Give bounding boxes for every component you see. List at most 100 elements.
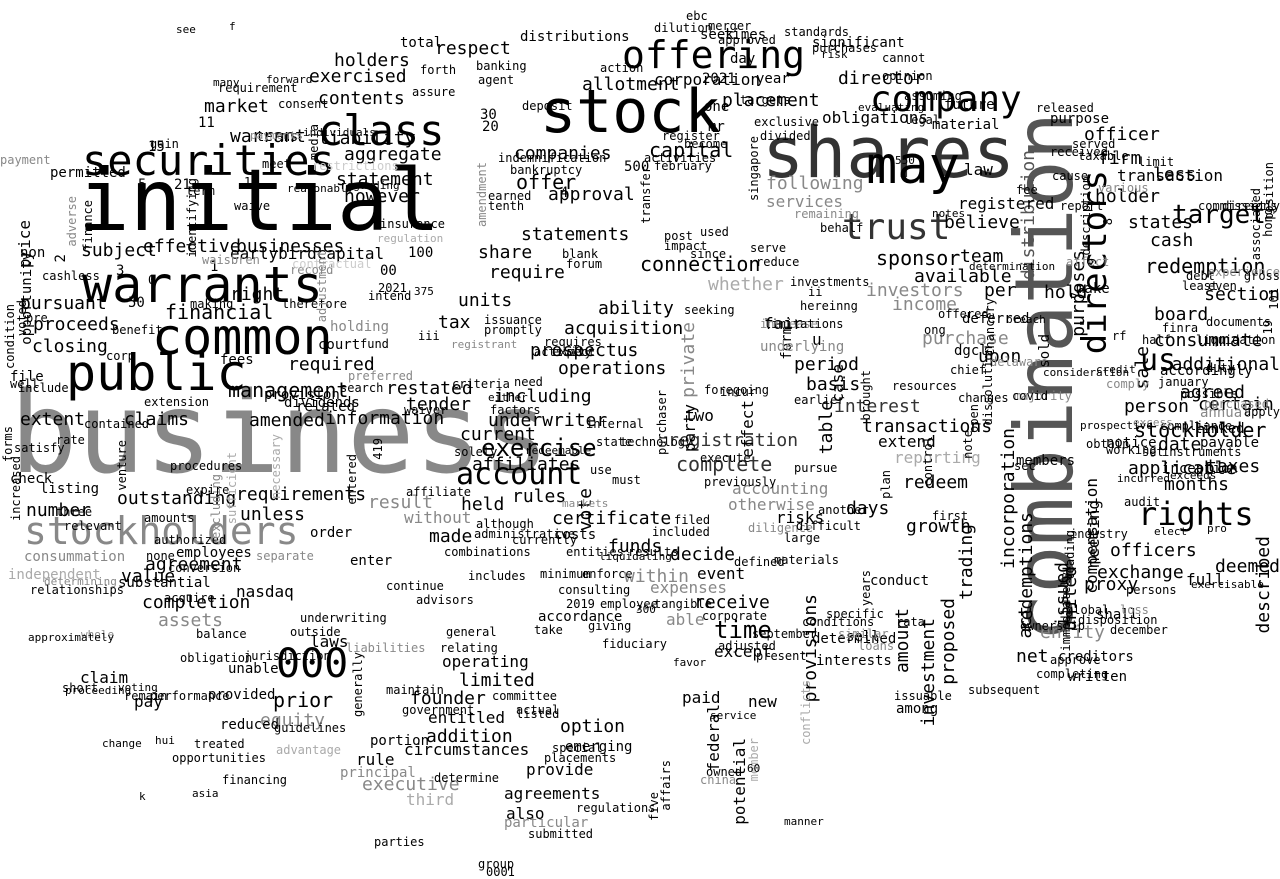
word-provided: provided [208,687,276,703]
word-may: may [866,136,960,196]
word-firm: firm [1098,148,1142,169]
word-persons: persons [1126,583,1177,597]
word-unable: unable [228,661,279,677]
word-exercise: exercise [481,434,597,462]
word-offered: offered [938,307,989,321]
word-permitted: permitted [50,165,126,181]
word-agreed: agreed [1180,382,1246,403]
word-purchase: purchase [922,328,1009,349]
word-global: global [1066,603,1110,617]
word-set: set [1142,445,1164,459]
word-years: years [859,570,873,607]
word-outside: outside [290,625,341,639]
word-redeem: redeem [903,472,969,493]
word-certain: certain [1198,394,1274,415]
word-experience: experience [1207,265,1280,279]
word-payable: payable [1200,435,1260,451]
word-adjustment: adjustment [315,250,329,323]
word-acquire: acquire [164,591,215,605]
word-standards: standards [784,25,850,39]
word-february: february [654,159,712,173]
word-transaction: transaction [1117,166,1223,185]
word-remain: remain [124,689,168,703]
word-making: making [190,297,234,311]
word-dividends: dividends [284,395,360,411]
word-20: 20 [482,119,499,135]
word-china: china [700,773,737,787]
word-specific: specific [826,607,884,621]
word-execute: execute [700,451,751,465]
word-year: year [756,71,790,87]
word-2019: 2019 [566,597,595,611]
word-k: k [139,790,146,803]
word-risk: risk [821,48,848,61]
word-whether: whether [708,274,784,295]
word-requires: requires [544,335,602,349]
word-current: current [460,424,536,445]
word-right: right [230,284,285,305]
word-members: members [1016,453,1076,469]
word-account: account [456,457,583,492]
word-funds: funds [608,536,663,557]
word-amended: amended [249,410,325,431]
word-loans: loans [858,639,895,653]
word-adverse: adverse [65,196,79,247]
word-state: state [596,435,633,449]
word-includes: includes [468,569,526,583]
word-least: least [1182,279,1219,293]
word-exercisable: exercisable [1191,578,1264,591]
word-30: 30 [480,107,497,123]
word-short: short [62,681,99,695]
word-description: description [1079,176,1093,256]
word-public: public [66,344,247,402]
word-various: various [1098,181,1149,195]
word-0001: 0001 [486,865,515,879]
word-promptly: promptly [484,323,542,337]
word-accounting: accounting [732,479,829,498]
word-reporting: reporting [894,448,981,467]
word-creditors: creditors [1058,649,1134,665]
word-warrants: warrants [82,256,323,314]
word-claims: claims [124,409,190,430]
word-separate: separate [256,549,314,563]
word-paid: paid [682,688,721,707]
word-among: among [896,701,939,717]
word-changes: changes [958,391,1009,405]
word-results: results [628,545,679,559]
word-reduce: reduce [756,255,800,269]
word-markets: markets [562,497,609,510]
word-government: government [402,703,475,717]
word-either: either [488,391,528,404]
word-prior: prior [273,688,334,712]
word-determination: determination [969,260,1056,273]
word-registered: registered [958,194,1055,213]
word-use: use [590,463,612,477]
word-insurance: insurance [380,217,446,231]
word-restated: restated [386,378,473,399]
word-continue: continue [386,579,444,593]
word-become: become [684,137,728,151]
word-assuming: assuming [904,89,962,103]
word-00: 00 [380,263,397,279]
word-group: group [478,857,515,871]
word-allotment: allotment [582,74,680,95]
word-option: option [560,716,626,737]
word-forum: forum [566,257,603,271]
word-circumstances: circumstances [404,740,530,759]
word-u: u [812,330,822,349]
word-contractual: contractual [292,257,372,271]
word-see: see [176,23,196,36]
word-companies: companies [514,143,612,164]
word-receive: receive [694,592,770,613]
word-take: take [534,623,563,637]
word-period: period [794,354,860,375]
word-3: 3 [116,263,125,279]
word-industry: industry [1070,527,1128,541]
word-banking: banking [476,59,527,73]
word-authorized: authorized [154,533,227,547]
word-businesses: businesses [236,236,345,257]
word-defined: defined [734,555,785,569]
word-iii: iii [418,329,440,343]
word-transfer: transfer [639,166,653,224]
